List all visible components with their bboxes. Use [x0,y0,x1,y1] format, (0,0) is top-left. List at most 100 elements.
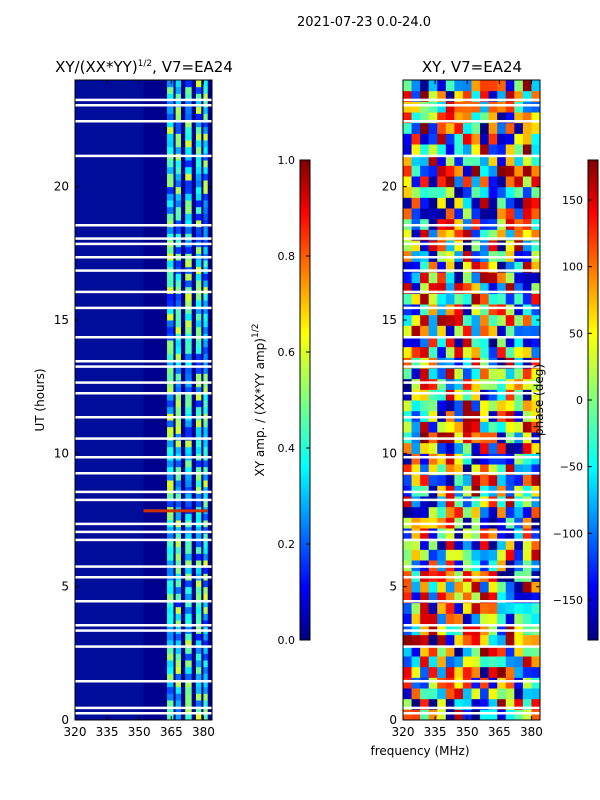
right-cell [428,293,438,305]
right-cell [480,474,490,486]
right-cell [454,389,464,401]
left-cell [167,393,174,401]
right-cell [420,677,430,689]
right-cell [531,496,541,508]
right-cell [462,549,472,561]
right-cell [471,154,481,166]
flagged-row [75,269,212,272]
right-cell [505,122,515,134]
left-cell [185,173,192,181]
left-cell [203,346,208,354]
right-cell [497,474,507,486]
left-cell [167,613,174,621]
left-cell [203,313,208,321]
right-cell [471,293,481,305]
flagged-row [75,306,212,310]
right-cell [428,122,438,134]
right-cell [437,613,447,625]
right-cell [445,229,455,241]
right-cell [488,688,498,700]
right-cell [420,336,430,348]
flagged-row [75,336,212,339]
right-cell [428,154,438,166]
right-cell [403,602,413,614]
left-cell [175,393,181,401]
right-cell [471,282,481,294]
left-cell [185,200,192,208]
right-cell [437,101,447,113]
left-cell [195,546,202,554]
left-cell [175,360,181,368]
left-cell [167,86,174,94]
right-cell [445,240,455,252]
left-cell [195,593,202,601]
right-cell [411,176,421,188]
right-cell [514,112,524,124]
left-y-axis: 0 5 10 15 20 [54,180,212,727]
left-cell [195,553,202,561]
flagged-row [403,360,540,363]
right-cell [514,464,524,476]
phase-cbar-tick-label: 150 [562,194,583,207]
left-plot-frame [74,79,213,721]
right-cell [480,698,490,710]
left-cell [185,406,192,414]
left-cell [167,326,174,334]
right-y-tick-label: 0 [389,713,397,727]
right-cell [403,688,413,700]
right-cell [531,293,541,305]
right-heatmap [402,79,541,721]
left-cell [195,586,202,594]
right-cell [462,165,472,177]
left-cell [167,273,174,281]
right-cell [403,154,413,166]
left-cell [185,593,192,601]
left-cell [185,466,192,474]
left-cell [175,706,181,714]
right-cell [531,677,541,689]
right-cell [454,325,464,337]
right-cell [437,378,447,390]
left-cell [175,680,181,688]
right-cell [514,144,524,156]
right-cell [428,314,438,326]
right-cell [522,186,532,198]
left-cell [167,226,174,234]
left-cell [195,126,202,134]
right-cell [505,282,515,294]
left-cell [195,220,202,228]
right-cell [462,645,472,657]
right-cell [505,581,515,593]
right-cell [480,656,490,668]
left-cell [175,320,181,328]
right-cell [480,357,490,369]
left-cell [195,206,202,214]
right-cell [514,709,524,721]
right-cell [454,677,464,689]
left-cell [175,546,181,554]
left-cell [175,306,181,314]
right-cell [420,464,430,476]
right-cell [420,346,430,358]
left-cell [185,220,192,228]
flagged-row [403,522,540,526]
right-cell [471,229,481,241]
right-cell [522,346,532,358]
right-cell [454,592,464,604]
right-cell [497,378,507,390]
left-cell [195,340,202,348]
right-cell [480,368,490,380]
left-cell [185,93,192,101]
left-cell [175,106,181,114]
right-cell [420,538,430,550]
right-cell [514,634,524,646]
right-cell [437,304,447,316]
right-cell [505,325,515,337]
right-cell [445,357,455,369]
right-cell [420,80,430,92]
right-cell [488,90,498,102]
right-cell [497,325,507,337]
right-cell [437,442,447,454]
flagged-row [75,381,212,384]
right-cell [437,602,447,614]
